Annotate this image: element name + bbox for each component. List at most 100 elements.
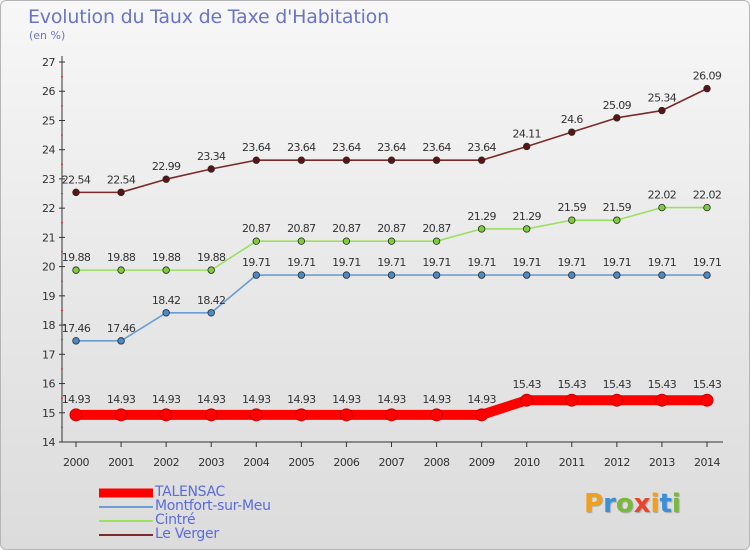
data-point-talensac	[385, 408, 398, 422]
data-point-montfort-sur-meu	[613, 271, 621, 279]
data-point-cintre	[703, 203, 711, 212]
data-label-cintre: 21.29	[512, 210, 541, 223]
data-point-cintre	[658, 203, 666, 212]
data-label-le-verger: 23.64	[377, 141, 406, 154]
data-point-le-verger	[162, 175, 170, 183]
data-label-cintre: 19.88	[152, 251, 181, 264]
data-label-montfort-sur-meu: 19.71	[332, 256, 361, 269]
data-point-le-verger	[613, 114, 621, 122]
y-tick-label: 17	[42, 348, 55, 361]
x-tick-label: 2003	[198, 456, 224, 469]
logo-letter: r	[603, 489, 616, 519]
data-label-cintre: 19.88	[197, 251, 226, 264]
data-label-talensac: 15.43	[558, 378, 587, 391]
data-point-cintre	[523, 225, 531, 233]
data-point-le-verger	[703, 84, 711, 93]
data-label-le-verger: 22.54	[62, 173, 91, 186]
x-tick-label: 2013	[649, 456, 675, 469]
data-label-montfort-sur-meu: 19.71	[603, 256, 632, 269]
data-label-cintre: 20.87	[377, 222, 406, 235]
data-label-cintre: 21.59	[603, 201, 632, 214]
data-point-cintre	[568, 216, 576, 224]
data-label-cintre: 21.59	[558, 201, 587, 214]
y-tick-label: 27	[42, 56, 55, 69]
data-point-cintre	[162, 266, 170, 274]
data-point-montfort-sur-meu	[432, 271, 441, 279]
data-label-montfort-sur-meu: 19.71	[287, 256, 316, 269]
data-label-talensac: 14.93	[377, 393, 406, 406]
data-point-montfort-sur-meu	[207, 309, 215, 317]
data-label-le-verger: 25.09	[603, 99, 632, 112]
data-point-talensac	[430, 408, 444, 422]
y-tick-label: 21	[42, 231, 55, 244]
data-point-talensac	[475, 408, 489, 422]
data-point-montfort-sur-meu	[162, 309, 170, 317]
data-point-montfort-sur-meu	[252, 271, 260, 279]
data-label-cintre: 19.88	[107, 251, 136, 264]
legend-label: Montfort-sur-Meu	[155, 498, 271, 514]
y-tick-label: 16	[42, 378, 55, 391]
data-label-le-verger: 23.64	[242, 141, 271, 154]
y-tick-label: 24	[42, 144, 55, 157]
data-point-cintre	[342, 237, 351, 245]
data-label-cintre: 20.87	[242, 222, 271, 235]
data-point-cintre	[613, 216, 621, 224]
unit-label: (en %)	[29, 29, 66, 42]
data-point-montfort-sur-meu	[297, 271, 306, 279]
y-tick-label: 19	[42, 290, 55, 303]
data-label-cintre: 22.02	[693, 189, 722, 202]
legend-swatch	[99, 488, 153, 498]
data-label-talensac: 14.93	[197, 393, 226, 406]
data-label-talensac: 14.93	[422, 393, 451, 406]
y-tick-label: 20	[42, 261, 55, 274]
data-label-le-verger: 26.09	[693, 70, 722, 83]
data-point-cintre	[72, 266, 80, 274]
data-point-talensac	[610, 393, 624, 407]
data-point-talensac	[159, 408, 173, 422]
proxiti-logo: Proxiti	[584, 489, 681, 519]
data-point-le-verger	[432, 156, 441, 164]
data-label-montfort-sur-meu: 19.71	[377, 256, 406, 269]
data-label-le-verger: 23.64	[332, 141, 361, 154]
legend-swatch	[99, 506, 153, 508]
data-point-le-verger	[387, 156, 396, 164]
y-tick-label: 22	[42, 202, 55, 215]
data-point-montfort-sur-meu	[342, 271, 351, 279]
legend-swatch	[99, 520, 153, 522]
legend-label: Cintré	[155, 512, 196, 528]
logo-letter: x	[633, 489, 651, 519]
data-point-cintre	[207, 266, 215, 274]
data-point-le-verger	[477, 156, 486, 164]
data-point-talensac	[69, 408, 83, 422]
y-tick-label: 25	[42, 114, 55, 127]
data-point-le-verger	[207, 165, 215, 173]
data-label-talensac: 14.93	[332, 393, 361, 406]
y-tick-label: 15	[42, 407, 55, 420]
x-tick-label: 2010	[514, 456, 540, 469]
logo-letter: P	[584, 489, 604, 519]
logo-letter: i	[650, 489, 660, 519]
series-line-montfort-sur-meu	[75, 274, 708, 342]
data-point-montfort-sur-meu	[72, 337, 80, 345]
y-tick-label: 14	[42, 436, 55, 449]
data-point-montfort-sur-meu	[117, 337, 125, 345]
data-point-talensac	[655, 393, 669, 407]
data-label-talensac: 14.93	[287, 393, 316, 406]
data-point-talensac	[294, 408, 308, 422]
legend-swatch	[99, 534, 153, 536]
x-tick-label: 2011	[559, 456, 585, 469]
data-point-talensac	[339, 408, 353, 422]
data-label-cintre: 20.87	[422, 222, 451, 235]
data-point-le-verger	[117, 188, 125, 197]
x-tick-label: 2009	[469, 456, 495, 469]
x-tick-label: 2007	[379, 456, 405, 469]
data-label-le-verger: 22.99	[152, 160, 181, 173]
x-tick-label: 2002	[153, 456, 179, 469]
data-label-talensac: 14.93	[467, 393, 496, 406]
data-point-talensac	[249, 408, 263, 422]
data-point-le-verger	[252, 156, 260, 164]
data-point-talensac	[565, 393, 579, 407]
data-label-talensac: 15.43	[603, 378, 632, 391]
